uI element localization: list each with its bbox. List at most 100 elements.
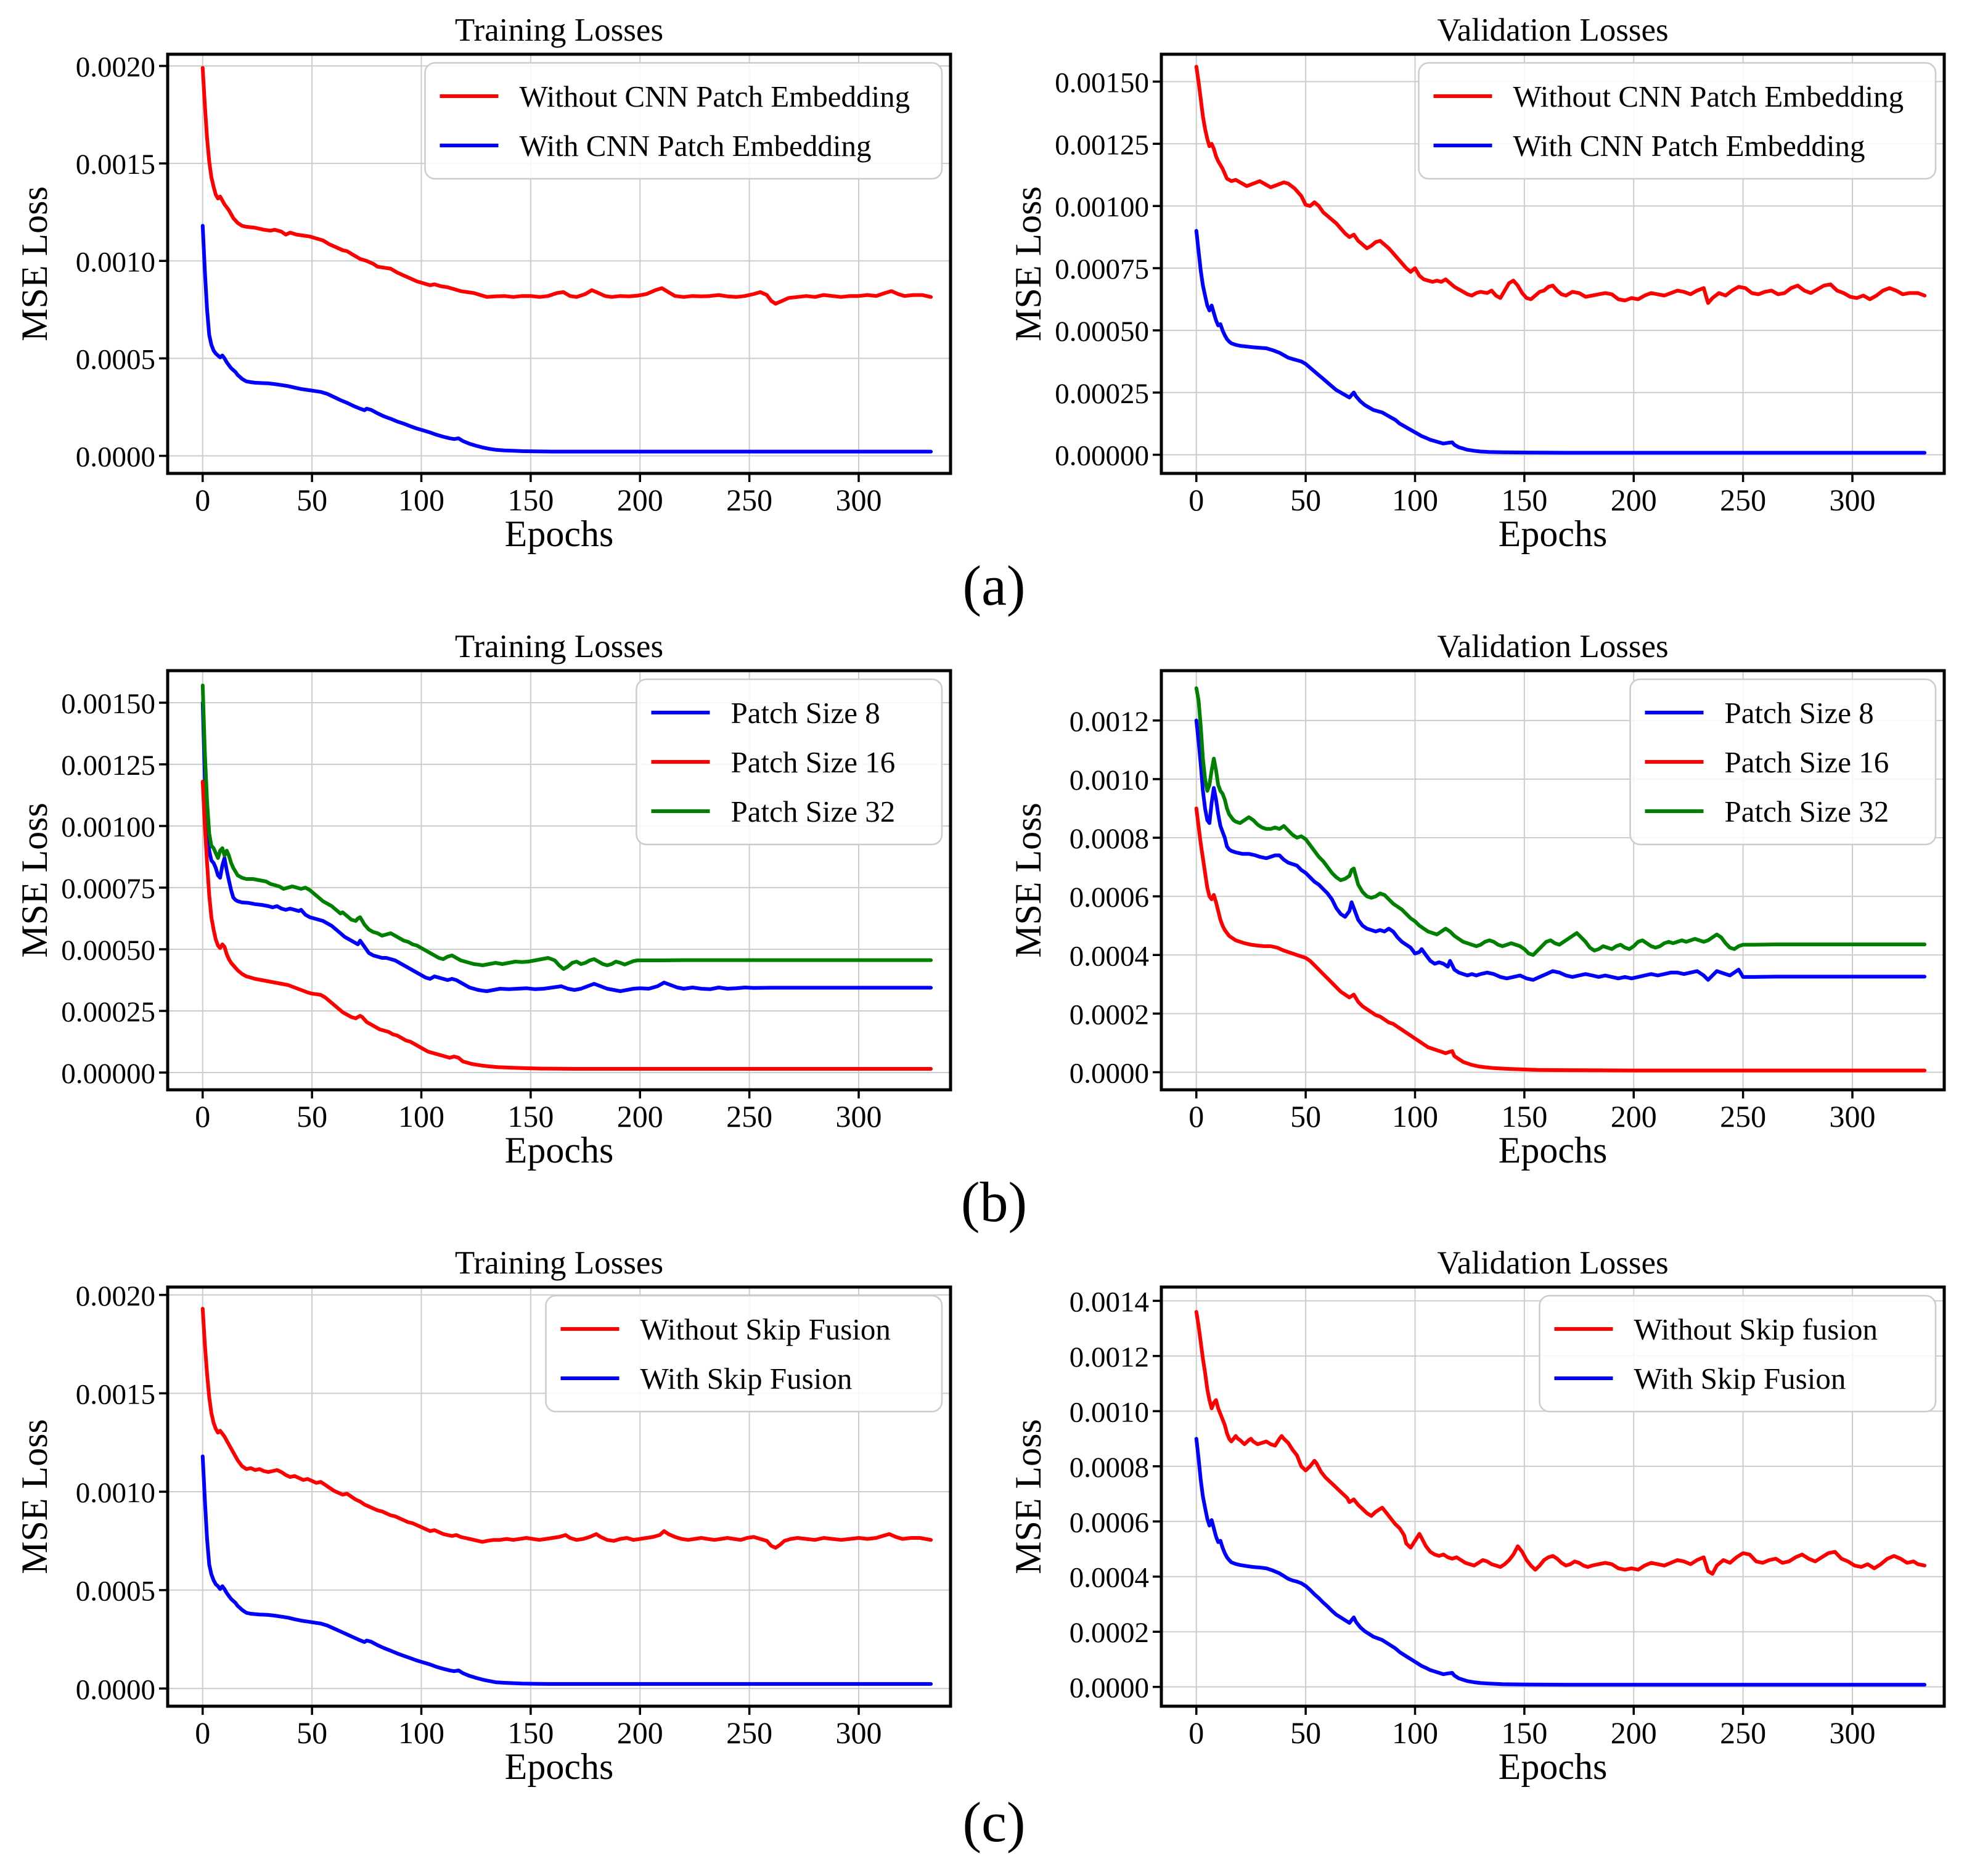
y-tick-label: 0.0020 xyxy=(76,1280,155,1312)
y-tick-label: 0.00075 xyxy=(1055,253,1149,285)
panel-a-row: 0 50 100 150 200 250 300 0.0000 0.0005 0.0010 0.00… xyxy=(0,0,1988,555)
y-axis-label: MSE Loss xyxy=(1008,186,1049,341)
x-tick-label: 50 xyxy=(1290,1715,1321,1750)
x-axis-label: Epochs xyxy=(1499,513,1608,554)
y-tick-label: 0.0010 xyxy=(1070,1396,1149,1428)
x-tick-label: 0 xyxy=(195,483,210,517)
chart-svg-b-val: 0 50 100 150 200 250 300 0.0000 0.0002 0.0004 0.00… xyxy=(1008,629,1946,1171)
x-tick-label: 200 xyxy=(617,1715,663,1750)
x-tick-label: 200 xyxy=(1611,483,1657,517)
x-tick-label: 100 xyxy=(398,483,444,517)
x-tick-label: 100 xyxy=(1392,1099,1438,1134)
chart-b-training-losses: 0 50 100 150 200 250 300 0.00000 0.00025 0.00050 0… xyxy=(0,616,994,1171)
y-tick-label: 0.0000 xyxy=(1070,1057,1149,1089)
chart-svg-c-train: 0 50 100 150 200 250 300 0.0000 0.0005 0.0010 0.00… xyxy=(14,1245,952,1787)
y-tick-label: 0.00025 xyxy=(61,996,155,1028)
legend: Without CNN Patch Embedding With CNN Patc… xyxy=(424,62,943,180)
y-tick-label: 0.0015 xyxy=(76,1378,155,1410)
legend-label: Without Skip Fusion xyxy=(640,1312,891,1346)
plot-frame xyxy=(1160,669,1946,1092)
axis-ticks xyxy=(1153,80,1854,482)
x-axis-label: Epochs xyxy=(1499,1746,1608,1787)
x-tick-label: 250 xyxy=(726,483,772,517)
y-tick-label: 0.0010 xyxy=(76,246,155,278)
x-tick-label: 150 xyxy=(507,1099,554,1134)
x-tick-label: 300 xyxy=(1830,483,1876,517)
legend-label: Patch Size 8 xyxy=(1725,696,1874,730)
chart-title: Training Losses xyxy=(455,629,663,664)
plot-frame xyxy=(166,52,952,475)
y-axis-label: MSE Loss xyxy=(14,803,55,958)
plot-frame xyxy=(1160,52,1946,475)
series-group xyxy=(200,66,933,454)
y-axis-label: MSE Loss xyxy=(1008,803,1049,958)
y-tick-label: 0.0004 xyxy=(1070,1562,1149,1594)
y-tick-label: 0.0005 xyxy=(76,343,155,375)
grid-lines xyxy=(168,671,951,1090)
legend-label: Patch Size 16 xyxy=(731,745,896,779)
legend-box xyxy=(636,678,943,846)
axis-ticks xyxy=(159,65,860,482)
plot-frame xyxy=(166,669,952,1092)
chart-svg-c-val: 0 50 100 150 200 250 300 0.0000 0.0002 0.0004 0.00… xyxy=(1008,1245,1946,1787)
y-axis-label: MSE Loss xyxy=(14,186,55,341)
series-line-patch-size-32 xyxy=(1194,686,1927,957)
chart-title: Validation Losses xyxy=(1437,12,1668,48)
y-tick-label: 0.00000 xyxy=(1055,440,1149,472)
series-group xyxy=(1194,686,1927,1073)
y-tick-label: 0.00050 xyxy=(1055,316,1149,348)
series-line-with-cnn-patch-embedding xyxy=(1194,229,1927,455)
y-tick-label: 0.0006 xyxy=(1070,881,1149,914)
y-tick-label: 0.0015 xyxy=(76,149,155,181)
y-tick-label: 0.0002 xyxy=(1070,1617,1149,1649)
y-tick-label: 0.00125 xyxy=(1055,129,1149,161)
x-tick-label: 250 xyxy=(1720,1099,1766,1134)
legend-label: Patch Size 16 xyxy=(1725,745,1889,779)
y-axis-label: MSE Loss xyxy=(1008,1419,1049,1574)
x-tick-label: 50 xyxy=(297,1099,327,1134)
x-tick-label: 200 xyxy=(1611,1099,1657,1134)
panel-label-a: (a) xyxy=(962,554,1026,617)
chart-b-validation-losses: 0 50 100 150 200 250 300 0.0000 0.0002 0.0004 0.00… xyxy=(994,616,1987,1171)
y-tick-label: 0.0014 xyxy=(1070,1286,1149,1318)
legend-box xyxy=(1629,678,1937,846)
legend-label: Patch Size 32 xyxy=(1725,795,1889,828)
legend-box xyxy=(545,1294,943,1413)
legend-label: With Skip Fusion xyxy=(1634,1362,1846,1396)
x-tick-label: 250 xyxy=(1720,1715,1766,1750)
y-tick-label: 0.00000 xyxy=(61,1058,155,1090)
x-tick-label: 250 xyxy=(726,1715,772,1750)
series-line-without-cnn-patch-embedding xyxy=(200,66,933,306)
y-tick-label: 0.00125 xyxy=(61,750,155,782)
series-line-without-cnn-patch-embedding xyxy=(1194,65,1927,305)
x-tick-label: 150 xyxy=(1501,1715,1547,1750)
y-tick-label: 0.00150 xyxy=(61,688,155,720)
legend: Without CNN Patch Embedding With CNN Patc… xyxy=(1418,62,1937,180)
legend: Without Skip Fusion With Skip Fusion xyxy=(545,1294,943,1413)
x-tick-label: 0 xyxy=(195,1715,210,1750)
x-tick-label: 100 xyxy=(398,1099,444,1134)
y-tick-label: 0.0000 xyxy=(1070,1672,1149,1704)
x-tick-label: 150 xyxy=(507,483,554,517)
x-tick-label: 0 xyxy=(1188,1099,1204,1134)
axis-ticks xyxy=(159,701,860,1098)
x-tick-label: 100 xyxy=(398,1715,444,1750)
legend-label: Patch Size 32 xyxy=(731,795,896,828)
legend-label: Without CNN Patch Embedding xyxy=(1513,80,1904,113)
x-tick-label: 50 xyxy=(297,1715,327,1750)
y-tick-label: 0.0008 xyxy=(1070,1452,1149,1484)
legend-label: Patch Size 8 xyxy=(731,696,880,730)
y-tick-label: 0.00100 xyxy=(1055,191,1149,223)
panel-label-c: (c) xyxy=(962,1790,1026,1854)
series-line-patch-size-16 xyxy=(1194,806,1927,1073)
x-tick-label: 100 xyxy=(1392,483,1438,517)
series-line-with-cnn-patch-embedding xyxy=(200,224,933,454)
series-line-patch-size-32 xyxy=(200,684,933,971)
y-tick-label: 0.00150 xyxy=(1055,67,1149,99)
x-tick-label: 0 xyxy=(195,1099,210,1134)
y-tick-label: 0.0010 xyxy=(1070,764,1149,796)
x-tick-label: 200 xyxy=(617,483,663,517)
panel-label-b: (b) xyxy=(960,1171,1028,1233)
x-tick-label: 50 xyxy=(297,483,327,517)
